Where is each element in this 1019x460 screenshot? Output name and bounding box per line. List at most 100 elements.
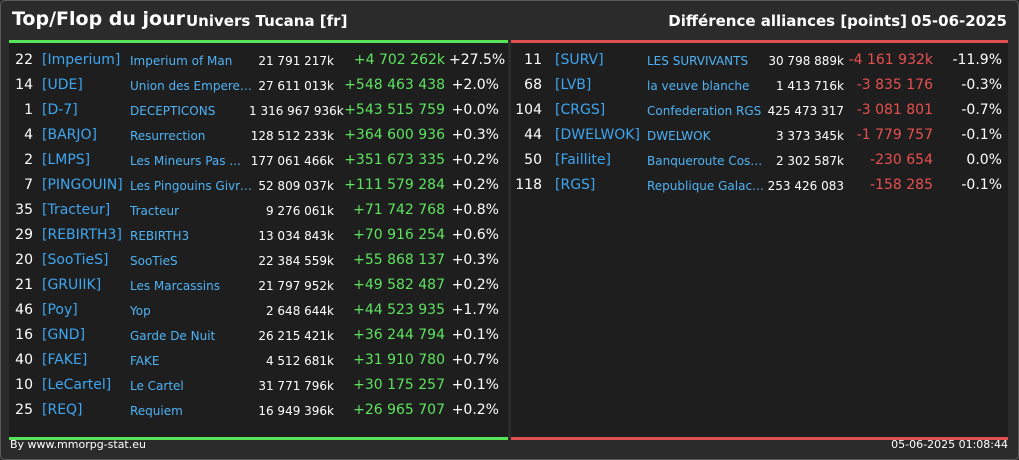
diff-cell: +30 175 257 (353, 377, 445, 393)
percent-cell: -0.1% (961, 127, 1002, 143)
diff-cell: +55 868 137 (353, 252, 445, 268)
alliance-tag-link[interactable]: [REBIRTH3] (42, 227, 122, 243)
points-cell: 22 384 559k (258, 254, 334, 268)
alliance-name-link[interactable]: Confederation RGS (647, 104, 762, 118)
top-row: 25 [REQ] Requiem 16 949 396k +26 965 707 +0.2… (9, 398, 508, 423)
rank-cell: 104 (515, 102, 542, 118)
alliance-tag-link[interactable]: [RGS] (555, 177, 596, 193)
alliance-tag-link[interactable]: [LMPS] (42, 152, 91, 168)
category-label: Différence alliances [points] (668, 12, 907, 30)
points-cell: 27 611 013k (258, 79, 334, 93)
rank-cell: 50 (524, 152, 542, 168)
alliance-tag-link[interactable]: [PINGOUIN] (42, 177, 123, 193)
points-cell: 13 034 843k (258, 229, 334, 243)
alliance-name-link[interactable]: Resurrection (130, 129, 206, 143)
top-row: 21 [GRUIIK] Les Marcassins 21 797 952k +49 5… (9, 273, 508, 298)
alliance-tag-link[interactable]: [D-7] (42, 102, 78, 118)
alliance-tag-link[interactable]: [CRGS] (555, 102, 606, 118)
points-cell: 3 373 345k (775, 129, 844, 143)
points-cell: 16 949 396k (258, 404, 334, 418)
diff-cell: -230 654 (870, 152, 933, 168)
footer-credit: By www.mmorpg-stat.eu (10, 438, 146, 451)
diff-cell: +36 244 794 (353, 327, 445, 343)
alliance-name-link[interactable]: Republique Galacti... (647, 179, 767, 193)
flop-row: 11 [SURV] LES SURVIVANTS 30 798 889k -4 161 … (511, 48, 1008, 73)
alliance-name-link[interactable]: Requiem (130, 404, 183, 418)
percent-cell: +0.7% (451, 352, 499, 368)
points-cell: 2 648 644k (265, 304, 334, 318)
rank-cell: 68 (524, 77, 542, 93)
points-cell: 4 512 681k (265, 354, 334, 368)
alliance-tag-link[interactable]: [UDE] (42, 77, 83, 93)
alliance-name-link[interactable]: la veuve blanche (647, 79, 750, 93)
alliance-name-link[interactable]: Yop (130, 304, 151, 318)
rank-cell: 35 (15, 202, 33, 218)
diff-cell: +548 463 438 (344, 77, 445, 93)
points-cell: 52 809 037k (258, 179, 334, 193)
top-row: 4 [BARJO] Resurrection 128 512 233k +364 600… (9, 123, 508, 148)
rank-cell: 16 (15, 327, 33, 343)
top-row: 1 [D-7] DECEPTICONS 1 316 967 936k +543 515 … (9, 98, 508, 123)
alliance-name-link[interactable]: SooTieS (130, 254, 178, 268)
alliance-tag-link[interactable]: [LVB] (555, 77, 592, 93)
alliance-tag-link[interactable]: [Poy] (42, 302, 78, 318)
percent-cell: +2.0% (451, 77, 499, 93)
alliance-name-link[interactable]: LES SURVIVANTS (647, 54, 749, 68)
alliance-tag-link[interactable]: [GND] (42, 327, 86, 343)
alliance-tag-link[interactable]: [GRUIIK] (42, 277, 102, 293)
top-row: 14 [UDE] Union des Empereur... 27 611 013k +… (9, 73, 508, 98)
percent-cell: +0.6% (451, 227, 499, 243)
alliance-tag-link[interactable]: [BARJO] (42, 127, 97, 143)
rank-cell: 20 (15, 252, 33, 268)
top-row: 29 [REBIRTH3] REBIRTH3 13 034 843k +70 916 2… (9, 223, 508, 248)
top-row: 7 [PINGOUIN] Les Pingouins Givre... 52 809 … (9, 173, 508, 198)
alliance-tag-link[interactable]: [FAKE] (42, 352, 88, 368)
points-cell: 30 798 889k (768, 54, 844, 68)
flop-row: 68 [LVB] la veuve blanche 1 413 716k -3 835 … (511, 73, 1008, 98)
top-row: 16 [GND] Garde De Nuit 26 215 421k +36 244 7… (9, 323, 508, 348)
percent-cell: -0.7% (961, 102, 1002, 118)
points-cell: 128 512 233k (250, 129, 334, 143)
rank-cell: 118 (515, 177, 542, 193)
alliance-name-link[interactable]: Tracteur (130, 204, 180, 218)
rank-cell: 4 (24, 127, 33, 143)
alliance-name-link[interactable]: Imperium of Man (130, 54, 233, 68)
percent-cell: +0.8% (451, 202, 499, 218)
percent-cell: +0.1% (451, 327, 499, 343)
flop-row: 44 [DWELWOK] DWELWOK 3 373 345k -1 779 757 -0… (511, 123, 1008, 148)
alliance-name-link[interactable]: FAKE (130, 354, 160, 368)
top-row: 40 [FAKE] FAKE 4 512 681k +31 910 780 +0.7% (9, 348, 508, 373)
top-row: 46 [Poy] Yop 2 648 644k +44 523 935 +1.7% (9, 298, 508, 323)
percent-cell: -0.1% (961, 177, 1002, 193)
diff-cell: +71 742 768 (353, 202, 445, 218)
alliance-tag-link[interactable]: [LeCartel] (42, 377, 112, 393)
alliance-tag-link[interactable]: [Faillite] (555, 152, 611, 168)
header-date: 05-06-2025 (911, 12, 1007, 30)
percent-cell: +0.3% (451, 252, 499, 268)
alliance-name-link[interactable]: Banqueroute Cosm... (647, 154, 767, 168)
percent-cell: +0.0% (451, 102, 499, 118)
alliance-tag-link[interactable]: [SURV] (555, 52, 604, 68)
points-cell: 21 791 217k (258, 54, 334, 68)
alliance-tag-link[interactable]: [REQ] (42, 402, 83, 418)
alliance-tag-link[interactable]: [Imperium] (42, 52, 121, 68)
alliance-name-link[interactable]: Les Pingouins Givre... (130, 179, 258, 193)
alliance-tag-link[interactable]: [Tracteur] (42, 202, 111, 218)
flop-panel: 11 [SURV] LES SURVIVANTS 30 798 889k -4 161 … (511, 40, 1008, 440)
rank-cell: 21 (15, 277, 33, 293)
alliance-name-link[interactable]: Les Mineurs Pas ... (130, 154, 241, 168)
alliance-name-link[interactable]: Les Marcassins (130, 279, 220, 293)
alliance-name-link[interactable]: DECEPTICONS (130, 104, 216, 118)
alliance-name-link[interactable]: Garde De Nuit (130, 329, 216, 343)
alliance-name-link[interactable]: Le Cartel (130, 379, 184, 393)
rank-cell: 11 (524, 52, 542, 68)
diff-cell: +543 515 759 (344, 102, 445, 118)
rank-cell: 1 (24, 102, 33, 118)
alliance-tag-link[interactable]: [SooTieS] (42, 252, 109, 268)
alliance-name-link[interactable]: Union des Empereur... (130, 79, 258, 93)
alliance-name-link[interactable]: DWELWOK (647, 129, 711, 143)
alliance-name-link[interactable]: REBIRTH3 (130, 229, 190, 243)
diff-cell: -4 161 932k (848, 52, 933, 68)
alliance-tag-link[interactable]: [DWELWOK] (555, 127, 640, 143)
top-row: 20 [SooTieS] SooTieS 22 384 559k +55 868 137… (9, 248, 508, 273)
